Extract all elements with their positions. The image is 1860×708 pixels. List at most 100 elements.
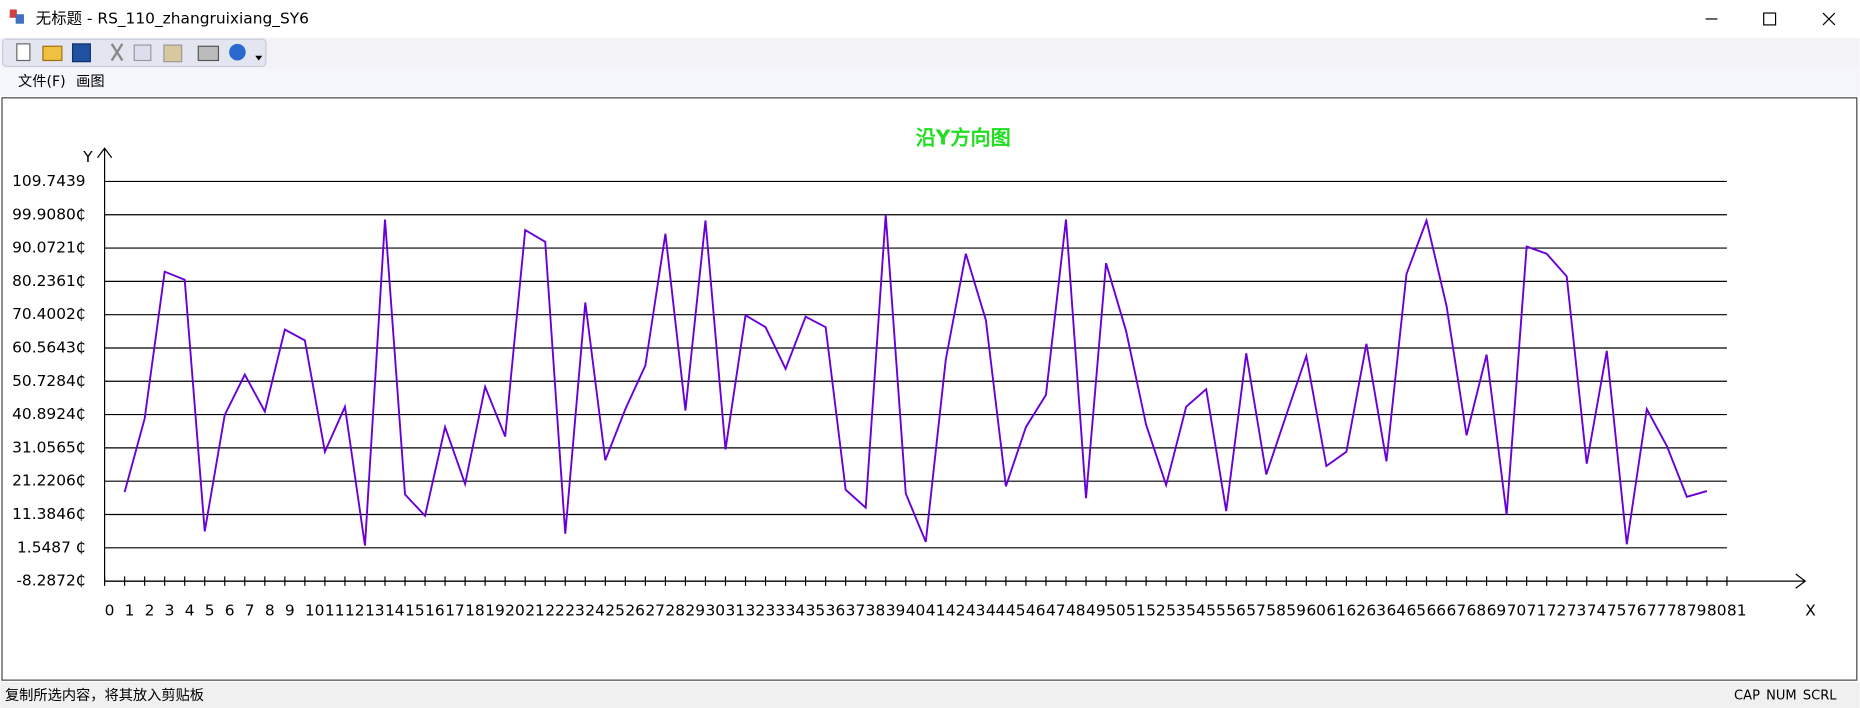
x-tick-label: 54 — [1186, 601, 1206, 619]
window-title: 无标题 - RS_110_zhangruixiang_SY6 — [36, 9, 309, 28]
x-tick-label: 76 — [1627, 601, 1647, 619]
x-tick-label: 25 — [605, 601, 625, 619]
x-tick-label: 20 — [505, 601, 525, 619]
client-area — [1, 97, 1858, 681]
x-tick-label: 32 — [746, 601, 766, 619]
x-tick-label: 19 — [485, 601, 505, 619]
x-tick-label: 44 — [986, 601, 1006, 619]
x-tick-label: 4 — [185, 601, 195, 619]
status-text: 复制所选内容，将其放入剪贴板 — [5, 686, 204, 704]
x-tick-label: 1 — [125, 601, 135, 619]
x-tick-label: 78 — [1667, 601, 1687, 619]
x-tick-label: 46 — [1026, 601, 1046, 619]
x-tick-label: 45 — [1006, 601, 1026, 619]
x-tick-label: 34 — [786, 601, 806, 619]
x-tick-label: 27 — [645, 601, 665, 619]
chart-title: 沿Y方向图 — [916, 125, 1011, 149]
status-indicator: NUM — [1766, 689, 1797, 704]
menu-item[interactable]: 画图 — [76, 74, 104, 90]
y-tick-label: 99.9080₵ — [12, 205, 86, 223]
x-tick-label: 49 — [1086, 601, 1106, 619]
x-tick-label: 56 — [1226, 601, 1246, 619]
x-tick-label: 72 — [1547, 601, 1567, 619]
menu-bar — [0, 68, 1860, 97]
y-tick-label: 90.0721₵ — [12, 239, 86, 257]
x-tick-label: 53 — [1166, 601, 1186, 619]
x-tick-label: 16 — [425, 601, 445, 619]
y-tick-label: 60.5643₵ — [12, 338, 86, 356]
y-tick-label: 40.8924₵ — [12, 405, 86, 423]
open-button[interactable] — [42, 45, 63, 62]
cut-button[interactable] — [110, 43, 124, 62]
x-tick-label: 9 — [285, 601, 295, 619]
y-tick-label: 109.7439 — [12, 172, 86, 190]
x-tick-label: 81 — [1727, 601, 1747, 619]
x-tick-label: 75 — [1607, 601, 1627, 619]
y-tick-label: 80.2361₵ — [12, 272, 86, 290]
y-tick-label: 21.2206₵ — [12, 472, 86, 490]
x-tick-label: 35 — [806, 601, 826, 619]
y-axis — [97, 147, 113, 582]
x-tick-label: 7 — [245, 601, 255, 619]
x-tick-label: 11 — [325, 601, 345, 619]
x-tick-label: 71 — [1527, 601, 1547, 619]
save-button[interactable] — [71, 43, 91, 63]
y-tick-label: 31.0565₵ — [12, 438, 86, 456]
x-tick-label: 3 — [165, 601, 175, 619]
x-tick-label: 29 — [685, 601, 705, 619]
x-tick-label: 48 — [1066, 601, 1086, 619]
maximize-button[interactable] — [1763, 12, 1777, 26]
x-tick-label: 8 — [265, 601, 275, 619]
x-tick-label: 37 — [846, 601, 866, 619]
new-button[interactable] — [16, 43, 31, 62]
x-axis-label: X — [1805, 601, 1816, 619]
app-icon — [9, 9, 17, 18]
menu-item[interactable]: 文件(F) — [18, 73, 66, 90]
x-tick-label: 42 — [946, 601, 966, 619]
x-tick-label: 12 — [345, 601, 365, 619]
x-tick-label: 47 — [1046, 601, 1066, 619]
copy-button[interactable] — [133, 44, 152, 62]
x-tick-label: 57 — [1246, 601, 1266, 619]
x-tick-label: 77 — [1647, 601, 1667, 619]
x-tick-label: 74 — [1587, 601, 1607, 619]
status-indicator: CAP — [1734, 689, 1760, 704]
x-tick-label: 79 — [1687, 601, 1707, 619]
x-tick-label: 22 — [545, 601, 565, 619]
x-tick-label: 30 — [705, 601, 725, 619]
x-tick-label: 15 — [405, 601, 425, 619]
x-tick-label: 80 — [1707, 601, 1727, 619]
print-button[interactable] — [197, 45, 220, 62]
app-icon-part — [15, 14, 24, 24]
y-tick-label: 1.5487 ₵ — [17, 538, 86, 556]
x-tick-label: 18 — [465, 601, 485, 619]
y-tick-label: 70.4002₵ — [12, 305, 86, 323]
x-tick-label: 6 — [225, 601, 235, 619]
x-tick-label: 31 — [725, 601, 745, 619]
help-button[interactable] — [229, 43, 246, 61]
x-tick-label: 59 — [1286, 601, 1306, 619]
x-tick-label: 68 — [1467, 601, 1487, 619]
x-tick-label: 62 — [1346, 601, 1366, 619]
x-tick-label: 13 — [365, 601, 385, 619]
paste-button[interactable] — [163, 44, 183, 63]
x-tick-label: 14 — [385, 601, 405, 619]
x-tick-label: 5 — [205, 601, 215, 619]
x-tick-label: 39 — [886, 601, 906, 619]
x-tick-label: 66 — [1427, 601, 1447, 619]
x-tick-label: 40 — [906, 601, 926, 619]
toolbar-bg — [0, 37, 1860, 69]
x-tick-label: 51 — [1126, 601, 1146, 619]
y-tick-label: -8.2872₵ — [16, 572, 85, 590]
x-tick-label: 61 — [1326, 601, 1346, 619]
x-tick-label: 73 — [1567, 601, 1587, 619]
data-line — [123, 214, 1708, 546]
y-tick-label: 11.3846₵ — [12, 505, 86, 523]
close-button[interactable] — [1822, 12, 1836, 26]
x-tick-label: 69 — [1487, 601, 1507, 619]
x-tick-label: 10 — [305, 601, 325, 619]
x-tick-label: 26 — [625, 601, 645, 619]
toolbar-overflow[interactable] — [255, 55, 263, 61]
x-tick-label: 41 — [926, 601, 946, 619]
